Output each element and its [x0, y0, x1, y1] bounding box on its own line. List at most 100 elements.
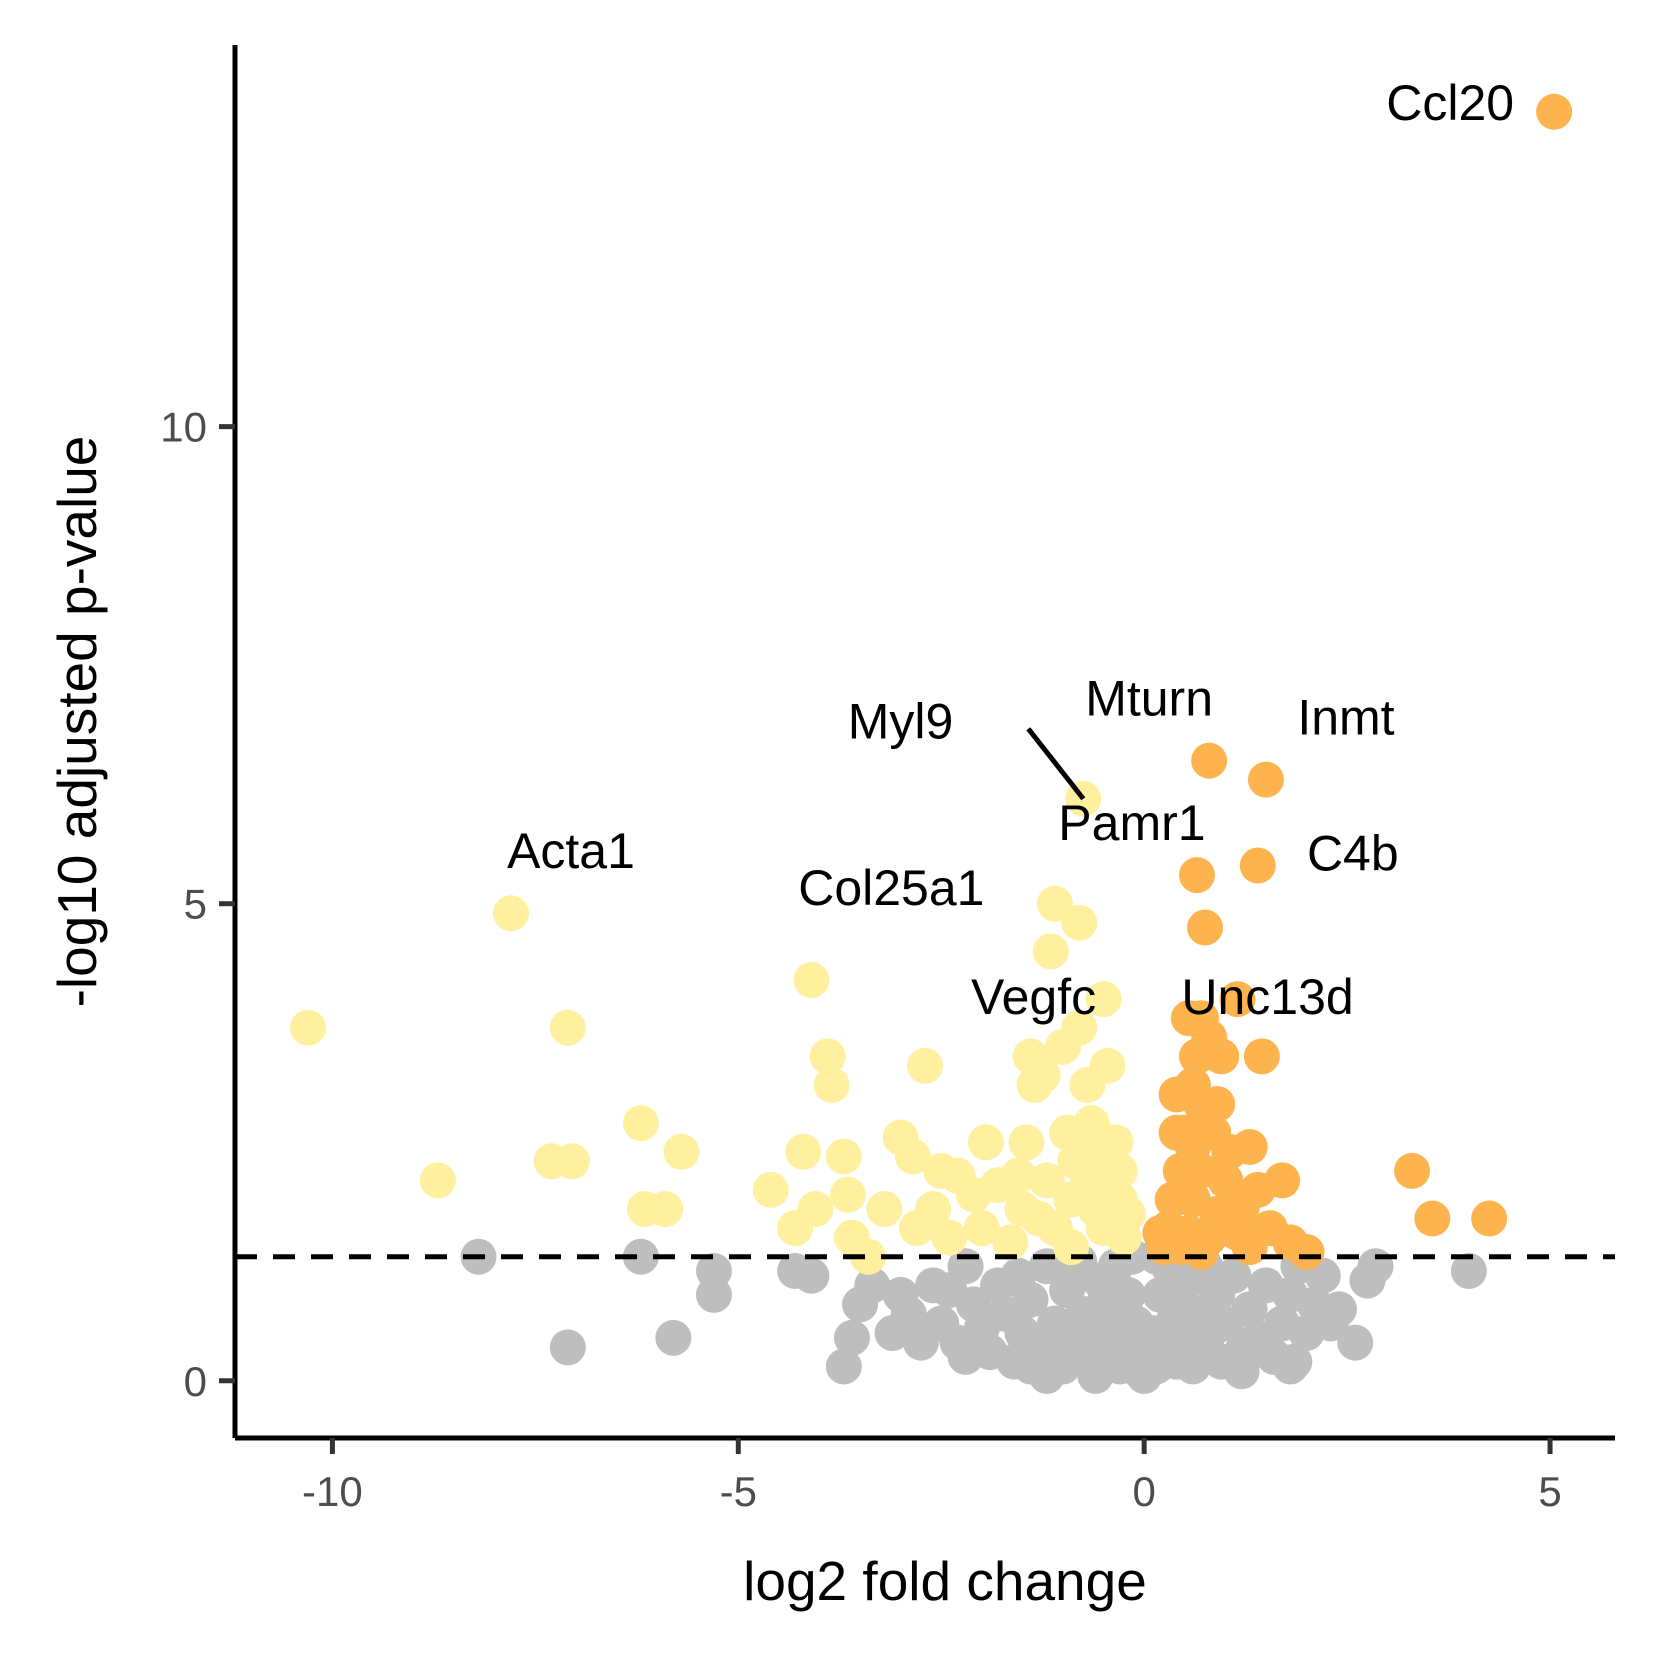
point-ns-8 — [825, 1348, 862, 1385]
point-ns-1 — [549, 1329, 586, 1366]
point-up-44 — [1239, 1171, 1276, 1208]
point-down-20 — [850, 1238, 887, 1275]
gene-label-mturn: Mturn — [1085, 671, 1213, 727]
point-up-22 — [1207, 1162, 1244, 1199]
point-down-66 — [1020, 1200, 1057, 1237]
point-down-55 — [1085, 981, 1122, 1018]
point-down-24 — [907, 1047, 943, 1084]
point-down-10 — [752, 1171, 789, 1208]
point-down-9 — [663, 1133, 700, 1170]
point-down-5 — [549, 1009, 586, 1046]
point-down-64 — [1077, 1114, 1114, 1151]
point-ns-92 — [1012, 1348, 1049, 1385]
point-up-2 — [1247, 761, 1284, 798]
gene-label-unc13d: Unc13d — [1181, 969, 1353, 1025]
gene-label-vegfc: Vegfc — [971, 969, 1096, 1025]
point-down-13 — [793, 962, 830, 999]
point-ns-2 — [622, 1238, 659, 1275]
point-down-56 — [1089, 1047, 1126, 1084]
point-down-18 — [829, 1176, 866, 1213]
point-ns-11 — [854, 1267, 891, 1304]
point-ns-95 — [947, 1338, 984, 1375]
gene-label-ccl20: Ccl20 — [1386, 75, 1514, 131]
point-down-4 — [553, 1143, 590, 1180]
point-ns-88 — [1272, 1348, 1309, 1385]
point-ns-69 — [1215, 1257, 1252, 1294]
point-down-2 — [493, 895, 529, 932]
point-up-45 — [1142, 1214, 1179, 1251]
point-down-21 — [866, 1191, 903, 1228]
point-ns-93 — [931, 1272, 968, 1309]
point-ns-94 — [882, 1276, 919, 1313]
x-tick-label-1: -5 — [720, 1468, 757, 1515]
point-down-39 — [1028, 1162, 1065, 1199]
point-down-47 — [1061, 1009, 1098, 1046]
point-up-4 — [1239, 847, 1276, 884]
point-up-34 — [1288, 1233, 1325, 1270]
point-ns-9 — [833, 1319, 870, 1356]
point-down-40 — [1032, 933, 1069, 970]
x-tick-label-0: -10 — [302, 1468, 363, 1515]
point-up-12 — [1243, 1038, 1280, 1075]
gene-label-col25a1: Col25a1 — [798, 860, 984, 916]
point-down-16 — [813, 1066, 850, 1103]
point-up-40 — [1414, 1200, 1451, 1237]
point-down-63 — [1085, 1210, 1122, 1247]
x-tick-label-3: 5 — [1538, 1468, 1561, 1515]
point-ns-45 — [1109, 1276, 1146, 1313]
point-up-47 — [1174, 1128, 1211, 1165]
y-tick-label-0: 0 — [184, 1358, 207, 1405]
point-down-35 — [1008, 1124, 1045, 1161]
point-up-0 — [1536, 93, 1573, 130]
point-up-39 — [1394, 1152, 1431, 1189]
point-down-32 — [992, 1224, 1029, 1261]
y-tick-label-2: 10 — [160, 404, 207, 451]
point-up-37 — [1183, 1233, 1219, 1270]
point-down-15 — [809, 1038, 846, 1075]
data-points — [290, 93, 1573, 1394]
point-down-17 — [825, 1138, 862, 1175]
point-up-46 — [1219, 1214, 1256, 1251]
point-ns-3 — [655, 1319, 692, 1356]
point-down-65 — [1053, 1229, 1090, 1266]
x-tick-label-2: 0 — [1132, 1468, 1155, 1515]
point-down-0 — [290, 1009, 327, 1046]
point-down-6 — [622, 1105, 659, 1142]
point-up-11 — [1203, 1038, 1240, 1075]
point-down-68 — [898, 1210, 935, 1247]
point-ns-86 — [1357, 1248, 1394, 1285]
point-ns-27 — [1012, 1281, 1049, 1318]
point-down-23 — [894, 1138, 931, 1175]
point-down-30 — [967, 1124, 1004, 1161]
point-ns-7 — [793, 1257, 830, 1294]
point-up-6 — [1219, 981, 1256, 1018]
point-up-3 — [1178, 857, 1215, 894]
point-down-48 — [1061, 904, 1098, 941]
point-up-5 — [1187, 909, 1224, 946]
point-down-8 — [647, 1191, 684, 1228]
label-leader-line-3 — [1026, 727, 1086, 801]
point-down-42 — [1036, 885, 1073, 922]
x-axis-title: log2 fold change — [743, 1550, 1147, 1612]
point-down-62 — [1101, 1152, 1138, 1189]
point-down-14 — [797, 1191, 834, 1228]
point-ns-84 — [1337, 1324, 1374, 1361]
gene-label-c4b: C4b — [1307, 826, 1399, 882]
y-tick-label-1: 5 — [184, 881, 207, 928]
point-ns-90 — [1077, 1357, 1114, 1394]
point-up-43 — [1199, 1086, 1236, 1123]
point-down-67 — [963, 1210, 1000, 1247]
point-ns-87 — [1450, 1253, 1487, 1290]
axis-ticks: -10 -5 0 5 0 5 10 — [160, 404, 1561, 1515]
gene-label-pamr1: Pamr1 — [1058, 795, 1205, 851]
y-axis-title: -log10 adjusted p-value — [46, 436, 108, 1008]
point-up-41 — [1471, 1200, 1508, 1237]
gene-label-myl9: Myl9 — [848, 694, 954, 750]
point-ns-5 — [695, 1276, 732, 1313]
point-ns-89 — [1223, 1353, 1260, 1390]
point-up-1 — [1191, 742, 1228, 779]
point-down-1 — [419, 1162, 456, 1199]
point-ns-83 — [1321, 1291, 1357, 1328]
gene-labels: Ccl20 Mturn Inmt Myl9 Pamr1 C4b Acta1 Col25a1 Ve… — [507, 75, 1514, 1025]
